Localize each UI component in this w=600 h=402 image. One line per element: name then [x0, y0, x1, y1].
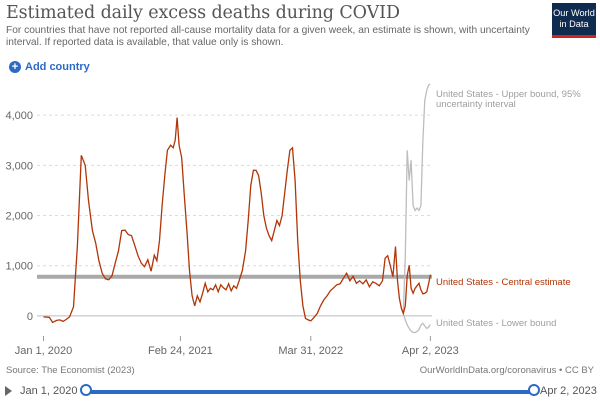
- plus-circle-icon: +: [9, 61, 21, 73]
- series-label-central-estimate[interactable]: United States - Central estimate: [436, 277, 571, 288]
- series-line-upper-bound: [402, 83, 431, 314]
- series-label-lower-bound[interactable]: United States - Lower bound: [436, 318, 556, 329]
- series-label-upper-bound[interactable]: United States - Upper bound, 95% uncertai…: [436, 89, 581, 110]
- source-note[interactable]: Source: The Economist (2023): [6, 365, 135, 376]
- gridlines: [37, 114, 432, 317]
- series-line-lower-bound: [402, 313, 431, 334]
- x-tick-label: Feb 24, 2021: [148, 345, 213, 357]
- y-tick-label: 1,000: [5, 261, 33, 273]
- logo-line-2: in Data: [559, 19, 589, 29]
- y-tick-label: 2,000: [5, 211, 33, 223]
- series-label-upper-line-2: uncertainty interval: [436, 99, 516, 110]
- y-tick-label: 0: [27, 311, 33, 323]
- owid-logo[interactable]: Our World in Data: [552, 3, 596, 38]
- add-country-label: Add country: [25, 61, 90, 73]
- x-tick-label: Apr 2, 2023: [402, 345, 459, 357]
- timeline-end-label: Apr 2, 2023: [540, 385, 597, 397]
- y-axis-ticks: 0 1,000 2,000 3,000 4,000: [5, 110, 33, 323]
- logo-line-1: Our World: [553, 8, 595, 18]
- y-tick-label: 3,000: [5, 160, 33, 172]
- x-tick-label: Jan 1, 2020: [15, 345, 73, 357]
- timeline-start-handle[interactable]: [80, 384, 92, 396]
- series-label-upper-line-1: United States - Upper bound, 95%: [436, 89, 581, 100]
- timeline-start-label: Jan 1, 2020: [20, 385, 78, 397]
- series-line-central-estimate[interactable]: [43, 117, 432, 324]
- y-tick-label: 4,000: [5, 110, 33, 122]
- credit-note[interactable]: OurWorldInData.org/coronavirus • CC BY: [419, 365, 594, 376]
- x-axis-ticks: Jan 1, 2020 Feb 24, 2021 Mar 31, 2022 Apr 2…: [15, 336, 459, 357]
- timeline-end-handle[interactable]: [528, 384, 540, 396]
- add-country-button[interactable]: + Add country: [9, 61, 90, 73]
- x-tick-label: Mar 31, 2022: [278, 345, 343, 357]
- chart-subtitle: For countries that have not reported all…: [6, 25, 530, 48]
- chart-title: Estimated daily excess deaths during COV…: [6, 3, 400, 23]
- timeline-track[interactable]: [86, 390, 534, 394]
- play-icon[interactable]: [5, 386, 12, 396]
